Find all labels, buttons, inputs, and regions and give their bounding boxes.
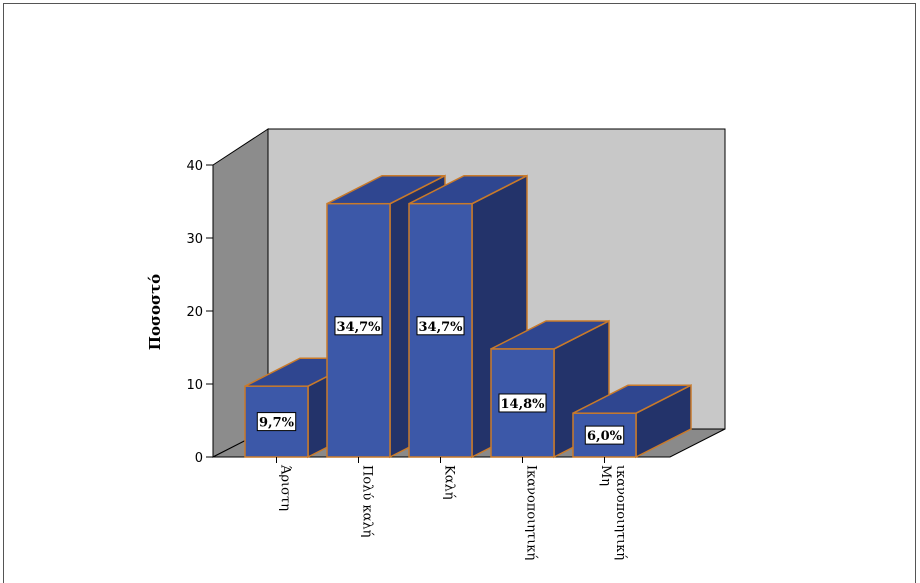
- y-tick-label: 10: [186, 378, 203, 393]
- x-tick-label: Πολύ καλή: [360, 465, 375, 537]
- y-tick-label: 40: [186, 159, 203, 174]
- data-label-box: [416, 316, 465, 336]
- data-label-box: [334, 316, 383, 336]
- data-label-box: [498, 393, 547, 413]
- data-label: 14,8%: [500, 397, 545, 412]
- x-tick-label: Καλή: [442, 465, 457, 500]
- data-label-box: [256, 412, 297, 432]
- data-label: 9,7%: [259, 416, 295, 431]
- bars: 9,7% 34,7% 34,7% 14,8% 6,0%: [244, 174, 692, 459]
- data-label-box: [584, 425, 625, 445]
- bar-group: 6,0%: [572, 383, 692, 459]
- y-tick-label: 30: [186, 232, 203, 247]
- data-label: 34,7%: [336, 320, 381, 335]
- x-axis-labels: Άριστη Πολύ καλή Καλή Ικανοποιητική Μη ικανοπ…: [276, 457, 628, 560]
- data-label: 6,0%: [587, 429, 623, 444]
- x-tick-label: Ικανοποιητική: [524, 465, 539, 560]
- x-tick-label: ικανοποιητική: [613, 465, 628, 560]
- y-tick-label: 0: [195, 451, 203, 466]
- y-axis-label: Ποσοστό: [146, 274, 164, 350]
- x-tick-label: Άριστη: [278, 464, 293, 511]
- x-tick-label: Μη: [598, 465, 613, 486]
- y-tick-label: 20: [186, 305, 203, 320]
- y-axis: 0 10 20 30 40: [186, 159, 214, 466]
- data-label: 34,7%: [418, 320, 463, 335]
